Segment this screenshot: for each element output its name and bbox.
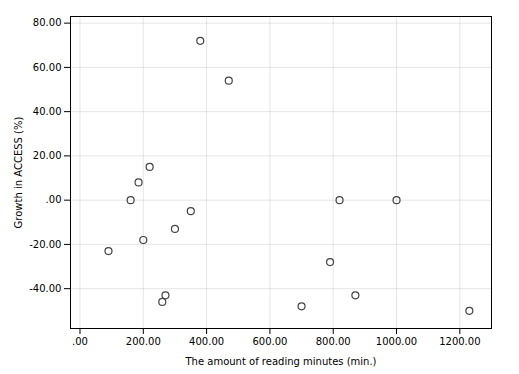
- svg-text:The amount of reading minutes: The amount of reading minutes (min.): [184, 356, 376, 367]
- svg-text:.00: .00: [72, 336, 88, 347]
- svg-text:20.00: 20.00: [33, 150, 62, 161]
- svg-text:600.00: 600.00: [252, 336, 287, 347]
- svg-text:400.00: 400.00: [189, 336, 224, 347]
- svg-text:-40.00: -40.00: [29, 283, 61, 294]
- svg-text:800.00: 800.00: [316, 336, 351, 347]
- svg-text:60.00: 60.00: [33, 62, 62, 73]
- svg-text:80.00: 80.00: [33, 17, 62, 28]
- svg-text:Growth in ACCESS (%): Growth in ACCESS (%): [13, 117, 24, 229]
- svg-text:1200.00: 1200.00: [439, 336, 480, 347]
- svg-text:1000.00: 1000.00: [376, 336, 417, 347]
- svg-text:.00: .00: [46, 194, 62, 205]
- svg-text:-20.00: -20.00: [29, 239, 61, 250]
- svg-text:200.00: 200.00: [126, 336, 161, 347]
- svg-text:40.00: 40.00: [33, 106, 62, 117]
